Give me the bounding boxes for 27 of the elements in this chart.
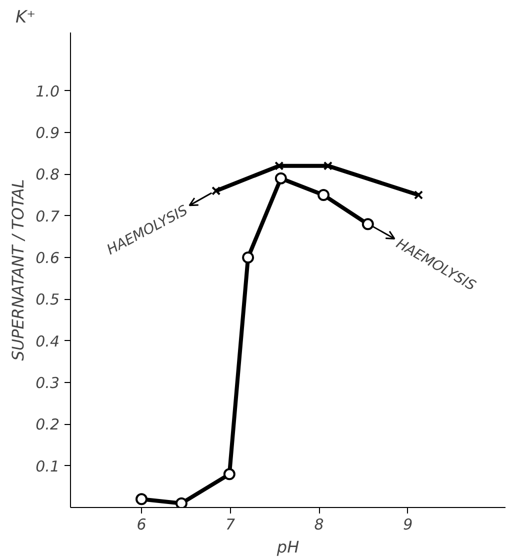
y-tick-label: 0.7 xyxy=(36,207,60,226)
x-tick-label: 7 xyxy=(226,516,236,534)
chart-title: K⁺ xyxy=(16,8,36,28)
point xyxy=(223,468,236,480)
point xyxy=(318,189,330,201)
point xyxy=(323,161,332,170)
y-tick-label: 0.4 xyxy=(36,332,60,350)
y-tick-label: 0.5 xyxy=(36,290,60,309)
x-tick-label: 6 xyxy=(136,516,146,534)
point xyxy=(274,161,284,170)
y-tick-label: 0.8 xyxy=(36,166,60,184)
y-axis-title: SUPERNATANT / TOTAL xyxy=(8,179,28,361)
point xyxy=(274,172,287,184)
point xyxy=(362,218,374,230)
y-tick-label: 0.9 xyxy=(36,124,60,142)
y-tick-label: 1.0 xyxy=(36,82,60,100)
y-tick-label: 0.2 xyxy=(36,416,60,434)
x-axis-title: pH xyxy=(276,538,300,556)
x-tick-label: 9 xyxy=(403,516,413,534)
point xyxy=(242,252,254,264)
point xyxy=(175,497,188,508)
x-tick-label: 8 xyxy=(314,516,324,534)
y-tick-label: 0.3 xyxy=(36,374,60,392)
y-tick-label: 0.6 xyxy=(36,249,60,267)
point xyxy=(136,493,148,506)
point xyxy=(414,190,424,200)
y-tick-label: 0.1 xyxy=(36,457,60,476)
